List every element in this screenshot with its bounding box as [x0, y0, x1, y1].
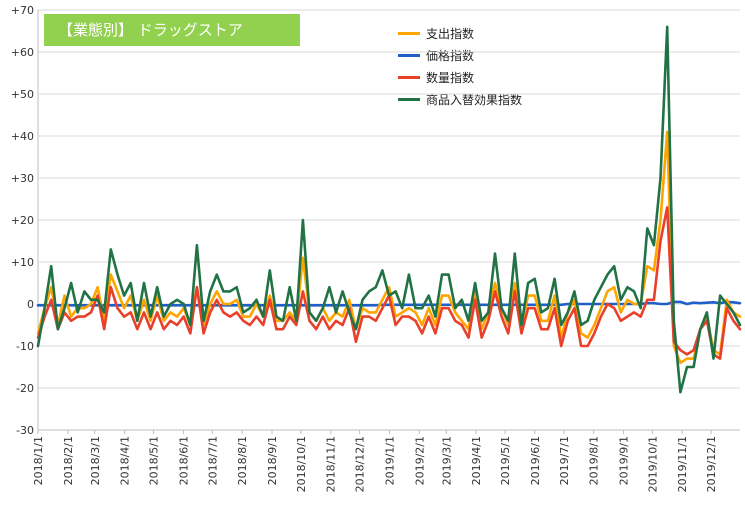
x-tick-label: 2018/8/1 — [236, 436, 249, 485]
x-tick-label: 2019/4/1 — [470, 436, 483, 485]
y-tick-label: +50 — [11, 88, 34, 101]
x-tick-label: 2018/12/1 — [354, 436, 367, 492]
series-line-spending — [36, 130, 742, 365]
x-tick-label: 2019/8/1 — [588, 436, 601, 485]
legend-label-replacement: 商品入替効果指数 — [426, 92, 523, 107]
x-tick-label: 2018/5/1 — [148, 436, 161, 485]
series-line-replacement — [36, 25, 742, 394]
y-tick-label: -20 — [16, 382, 34, 395]
x-tick-label: 2019/7/1 — [558, 436, 571, 485]
x-tick-label: 2019/1/1 — [383, 436, 396, 485]
y-tick-label: +30 — [11, 172, 34, 185]
x-tick-label: 2019/5/1 — [499, 436, 512, 485]
legend-item-quantity: 数量指数 — [398, 66, 522, 88]
y-tick-label: 0 — [27, 298, 34, 311]
legend-label-spending: 支出指数 — [426, 26, 475, 41]
legend-swatch-price — [398, 53, 420, 57]
x-tick-label: 2019/11/1 — [676, 436, 689, 492]
legend-item-replacement: 商品入替効果指数 — [398, 88, 522, 110]
x-tick-label: 2019/12/1 — [705, 436, 718, 492]
legend: 支出指数 価格指数 数量指数 商品入替効果指数 — [398, 22, 522, 110]
x-tick-label: 2019/10/1 — [646, 436, 659, 492]
y-tick-label: +70 — [11, 4, 34, 17]
x-tick-label: 2018/2/1 — [62, 436, 75, 485]
y-tick-label: +40 — [11, 130, 34, 143]
x-tick-label: 2018/3/1 — [89, 436, 102, 485]
chart-title: 【業態別】 ドラッグストア — [44, 14, 300, 46]
x-tick-label: 2019/3/1 — [440, 436, 453, 485]
y-tick-label: +60 — [11, 46, 34, 59]
legend-swatch-spending — [398, 31, 420, 35]
x-tick-label: 2019/2/1 — [413, 436, 426, 485]
x-tick-label: 2018/6/1 — [177, 436, 190, 485]
legend-item-spending: 支出指数 — [398, 22, 522, 44]
x-tick-label: 2018/9/1 — [266, 436, 279, 485]
x-tick-label: 2018/1/1 — [32, 436, 45, 485]
legend-swatch-replacement — [398, 97, 420, 101]
x-tick-label: 2019/9/1 — [617, 436, 630, 485]
x-tick-label: 2018/4/1 — [119, 436, 132, 485]
x-tick-label: 2018/7/1 — [206, 436, 219, 485]
y-tick-label: +20 — [11, 214, 34, 227]
legend-swatch-quantity — [398, 75, 420, 79]
legend-label-quantity: 数量指数 — [426, 70, 475, 85]
x-tick-label: 2019/6/1 — [529, 436, 542, 485]
x-tick-label: 2018/10/1 — [295, 436, 308, 492]
y-tick-label: +10 — [11, 256, 34, 269]
y-tick-label: -10 — [16, 340, 34, 353]
y-tick-label: -30 — [16, 424, 34, 437]
x-tick-label: 2018/11/1 — [325, 436, 338, 492]
